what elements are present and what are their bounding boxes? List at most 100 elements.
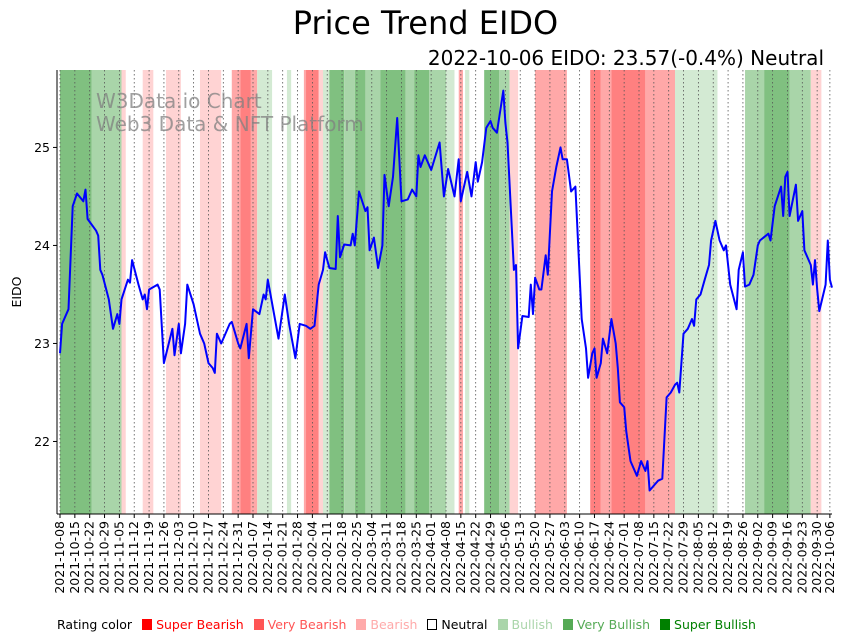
chart-subtitle: 2022-10-06 EIDO: 23.57(-0.4%) Neutral — [427, 46, 824, 70]
legend-label: Very Bearish — [267, 617, 347, 632]
x-tick-label: 2022-03-25 — [408, 521, 423, 594]
x-tick-label: 2022-09-02 — [750, 521, 765, 594]
x-tick-label: 2021-10-22 — [82, 521, 97, 594]
rating-band-super-bearish — [590, 70, 601, 514]
rating-band-super-bullish — [764, 70, 790, 514]
y-tick-label: 24 — [34, 238, 50, 253]
y-tick-label: 25 — [34, 140, 50, 155]
rating-band-bearish — [199, 70, 222, 514]
rating-band-super-bullish — [380, 70, 406, 514]
y-tick-label: 22 — [34, 434, 50, 449]
x-tick-label: 2022-10-06 — [822, 521, 837, 594]
x-tick-label: 2022-08-26 — [735, 521, 750, 594]
x-tick-label: 2022-06-24 — [601, 521, 616, 594]
y-axis-label: EIDO — [9, 276, 24, 307]
x-tick-label: 2022-01-28 — [290, 521, 305, 594]
legend-label: Very Bullish — [576, 617, 651, 632]
rating-band-bearish — [810, 70, 822, 514]
x-tick-label: 2022-07-08 — [631, 521, 646, 594]
rating-band-very-bullish — [499, 70, 510, 514]
x-tick-label: 2022-09-09 — [765, 521, 780, 594]
x-tick-label: 2022-07-29 — [676, 521, 691, 594]
watermark-text: W3Data.io Chart — [96, 89, 262, 113]
rating-band-super-bearish — [240, 70, 251, 514]
legend-item-neutral: Neutral — [427, 617, 488, 632]
x-tick-label: 2021-10-15 — [67, 521, 82, 594]
rating-band-super-bullish — [60, 70, 92, 514]
x-tick-label: 2022-01-07 — [245, 521, 260, 594]
legend-swatch — [142, 619, 153, 630]
x-tick-label: 2022-04-15 — [453, 521, 468, 594]
x-tick-label: 2022-07-15 — [646, 521, 661, 594]
x-tick-label: 2022-07-01 — [616, 521, 631, 594]
x-tick-label: 2022-05-27 — [542, 521, 557, 594]
x-tick-label: 2022-07-22 — [661, 521, 676, 594]
rating-band-super-bullish — [484, 70, 500, 514]
rating-band-bearish — [318, 70, 323, 514]
legend-item-super-bearish: Super Bearish — [142, 617, 244, 632]
legend-title: Rating color — [57, 617, 133, 632]
x-tick-label: 2022-08-19 — [720, 521, 735, 594]
x-tick-label: 2022-05-13 — [512, 521, 527, 594]
rating-band-very-bearish — [303, 70, 307, 514]
x-tick-label: 2022-01-21 — [275, 521, 290, 594]
rating-band-bullish — [446, 70, 455, 514]
x-tick-label: 2022-09-30 — [809, 521, 824, 594]
x-tick-label: 2022-06-17 — [586, 521, 601, 594]
rating-band-very-bearish — [231, 70, 241, 514]
x-tick-label: 2022-09-23 — [794, 521, 809, 594]
rating-band-very-bullish — [789, 70, 811, 514]
rating-band-very-bullish — [365, 70, 381, 514]
x-tick-label: 2022-04-01 — [423, 521, 438, 594]
rating-band-super-bearish — [306, 70, 319, 514]
legend-swatch — [427, 619, 438, 630]
x-tick-label: 2022-03-04 — [364, 521, 379, 594]
rating-band-bullish — [675, 70, 718, 514]
x-tick-label: 2022-02-18 — [334, 521, 349, 594]
x-tick-label: 2022-08-12 — [705, 521, 720, 594]
legend-label: Super Bullish — [674, 617, 756, 632]
rating-band-very-bullish — [344, 70, 355, 514]
chart-title: Price Trend EIDO — [292, 4, 559, 42]
legend-item-bearish: Bearish — [356, 617, 417, 632]
rating-band-bearish — [509, 70, 519, 514]
watermark-text: Web3 Data & NFT Platform — [96, 112, 364, 136]
rating-band-bullish — [465, 70, 470, 514]
legend-label: Bearish — [370, 617, 418, 632]
legend-swatch — [660, 619, 671, 630]
x-tick-label: 2021-10-29 — [97, 521, 112, 594]
x-tick-label: 2021-12-24 — [215, 521, 230, 594]
rating-band-very-bullish — [405, 70, 415, 514]
x-tick-label: 2022-03-18 — [393, 521, 408, 594]
legend-item-very-bullish: Very Bullish — [562, 617, 651, 632]
x-tick-label: 2022-02-11 — [319, 521, 334, 594]
x-tick-label: 2021-11-26 — [156, 521, 171, 594]
rating-band-very-bearish — [535, 70, 567, 514]
legend-swatch — [562, 619, 573, 630]
x-tick-label: 2022-09-16 — [779, 521, 794, 594]
x-tick-label: 2022-06-03 — [557, 521, 572, 594]
x-tick-label: 2021-11-12 — [126, 521, 141, 594]
rating-band-super-bullish — [354, 70, 366, 514]
x-tick-label: 2021-12-17 — [200, 521, 215, 594]
legend-item-very-bearish: Very Bearish — [253, 617, 347, 632]
rating-band-very-bearish — [600, 70, 612, 514]
x-tick-label: 2022-04-22 — [468, 521, 483, 594]
x-tick-label: 2022-01-14 — [260, 521, 275, 594]
x-tick-label: 2021-10-08 — [52, 521, 67, 594]
rating-band-super-bullish — [329, 70, 345, 514]
legend: Rating color Super Bearish Very Bearish Be… — [57, 617, 756, 632]
legend-label: Neutral — [441, 617, 488, 632]
x-tick-label: 2022-04-08 — [438, 521, 453, 594]
rating-band-bullish — [322, 70, 330, 514]
x-tick-label: 2022-03-11 — [379, 521, 394, 594]
legend-item-super-bullish: Super Bullish — [660, 617, 756, 632]
rating-band-bullish — [286, 70, 292, 514]
legend-swatch — [356, 619, 367, 630]
x-tick-label: 2022-06-10 — [572, 521, 587, 594]
legend-swatch — [497, 619, 508, 630]
x-tick-label: 2022-08-05 — [690, 521, 705, 594]
legend-item-bullish: Bullish — [497, 617, 553, 632]
price-line-eido — [59, 89, 833, 492]
